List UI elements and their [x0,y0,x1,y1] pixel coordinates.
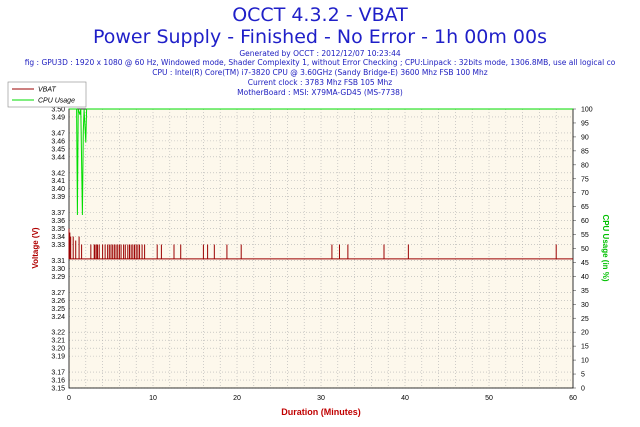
y-tick-label: 3.36 [51,218,65,225]
y2-tick-label: 95 [581,120,589,127]
x-axis-label: Duration (Minutes) [281,407,361,417]
legend-box [7,81,87,108]
info-generated: Generated by OCCT : 2012/12/07 10:23:44 [239,49,401,58]
y-axis-label: Voltage (V) [31,227,40,269]
y-tick-label: 3.37 [51,210,65,217]
y2-tick-label: 65 [581,204,589,211]
x-tick-label: 60 [569,395,577,402]
y2-tick-label: 25 [581,316,589,323]
cpu-usage-line [69,108,573,216]
x-tick-label: 30 [317,395,325,402]
y-tick-label: 3.31 [51,258,65,265]
y2-tick-label: 40 [581,274,589,281]
y2-tick-label: 100 [581,107,593,114]
y-tick-label: 3.21 [51,338,65,345]
y2-tick-label: 35 [581,288,589,295]
info-cpu: CPU : Intel(R) Core(TM) i7-3820 CPU @ 3.… [152,68,488,77]
y2-tick-label: 75 [581,176,589,183]
chart-subtitle: Power Supply - Finished - No Error - 1h … [92,26,548,48]
x-tick-label: 0 [67,395,71,402]
y2-tick-label: 80 [581,162,589,169]
y-tick-label: 3.22 [51,330,65,337]
y-tick-label: 3.40 [51,186,65,193]
y-tick-label: 3.15 [51,386,65,393]
y-tick-label: 3.49 [51,114,65,121]
y2-tick-label: 50 [581,246,589,253]
y-tick-label: 3.25 [51,306,65,313]
y-tick-label: 3.27 [51,290,65,297]
y-tick-label: 3.16 [51,378,65,385]
y-tick-label: 3.20 [51,346,65,353]
y-tick-label: 3.50 [51,107,65,114]
y-tick-label: 3.45 [51,146,65,153]
y-tick-label: 3.30 [51,266,65,273]
info-clock: Current clock : 3783 Mhz FSB 105 Mhz [247,78,393,87]
y2-tick-label: 60 [581,218,589,225]
y2-tick-label: 10 [581,358,589,365]
y-tick-label: 3.19 [51,354,65,361]
y2-tick-label: 90 [581,134,589,141]
y-tick-label: 3.41 [51,178,65,185]
y-tick-label: 3.24 [51,314,65,321]
y-tick-label: 3.29 [51,274,65,281]
y-tick-label: 3.46 [51,138,65,145]
x-tick-label: 20 [233,395,241,402]
y2-tick-label: 85 [581,148,589,155]
y-tick-label: 3.33 [51,242,65,249]
y-tick-label: 3.42 [51,170,65,177]
y-tick-label: 3.47 [51,130,65,137]
y-tick-label: 3.34 [51,234,65,241]
y2-tick-label: 70 [581,190,589,197]
y2-tick-label: 20 [581,330,589,337]
chart-title: OCCT 4.3.2 - VBAT [232,4,408,26]
y-tick-label: 3.17 [51,370,65,377]
y2-tick-label: 15 [581,344,589,351]
x-tick-label: 10 [149,395,157,402]
y-tick-label: 3.44 [51,154,65,161]
y2-tick-label: 0 [581,386,585,393]
y-tick-label: 3.39 [51,194,65,201]
x-tick-label: 50 [485,395,493,402]
y2-tick-label: 5 [581,372,585,379]
y2-axis-label: CPU Usage (in %) [601,214,610,281]
y2-tick-label: 55 [581,232,589,239]
y2-tick-label: 45 [581,260,589,267]
x-tick-label: 40 [401,395,409,402]
y-tick-label: 3.26 [51,298,65,305]
plot-area [69,109,573,388]
legend-label-cpu: CPU Usage [38,98,75,105]
y-tick-label: 3.35 [51,226,65,233]
info-motherboard: MotherBoard : MSI: X79MA-GD45 (MS-7738) [237,88,403,97]
legend-label-vbat: VBAT [38,87,56,94]
info-config: fig : GPU3D : 1920 x 1080 @ 60 Hz, Windo… [24,58,616,67]
y2-tick-label: 30 [581,302,589,309]
